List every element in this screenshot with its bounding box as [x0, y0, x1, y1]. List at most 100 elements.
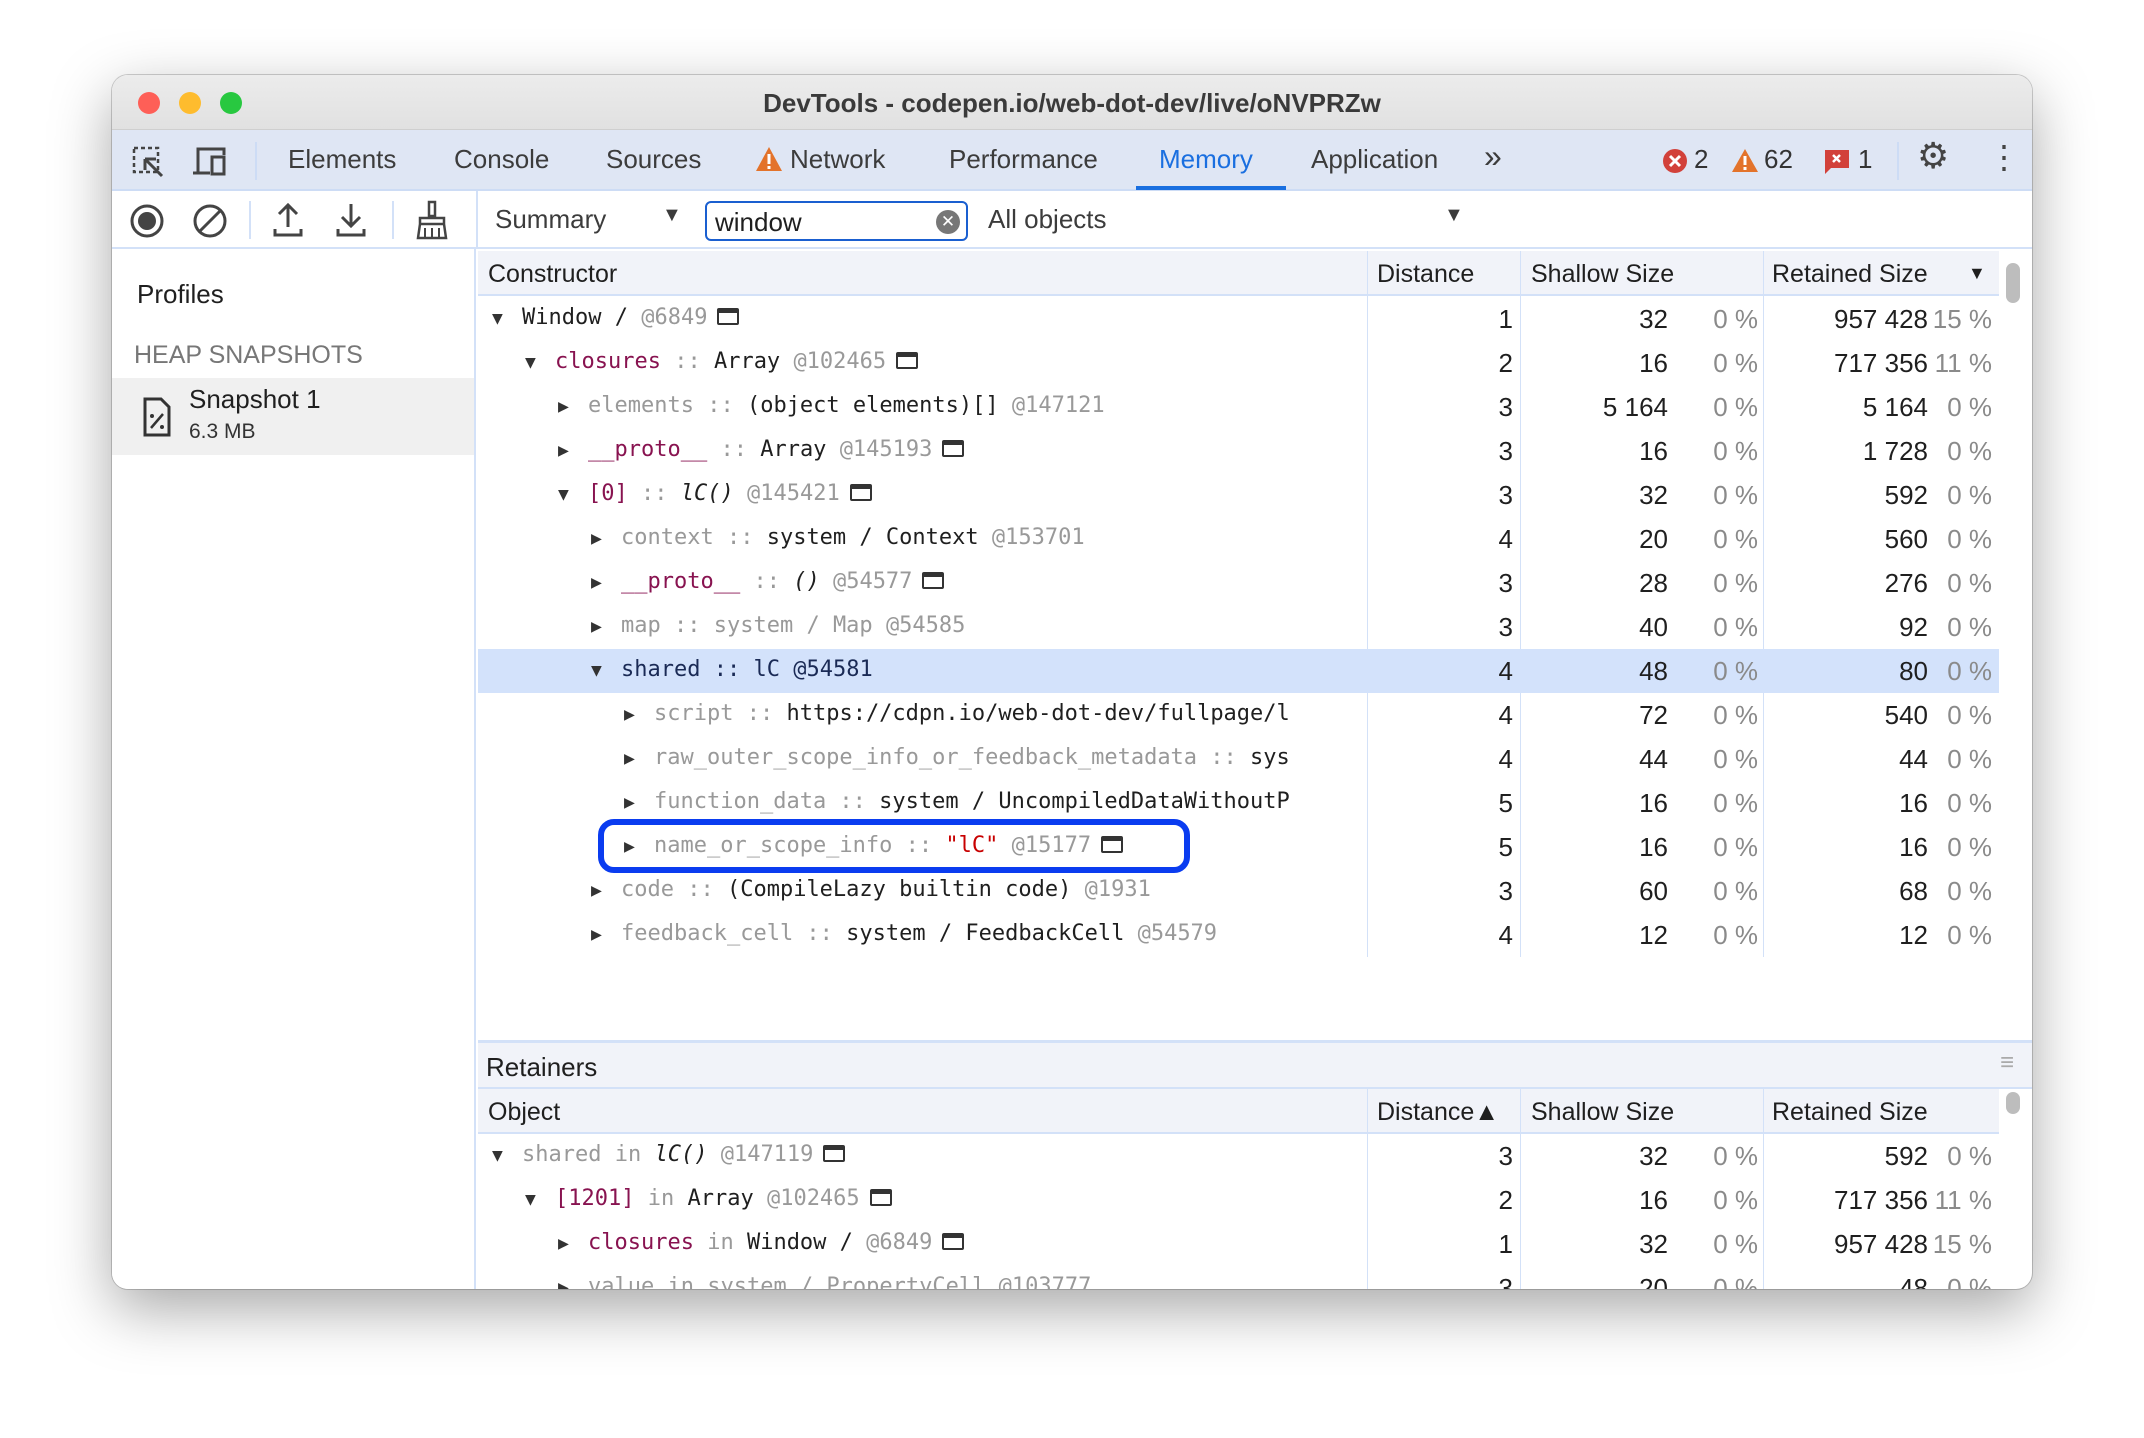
- close-window-button[interactable]: [138, 92, 160, 114]
- tab-performance[interactable]: Performance: [949, 144, 1098, 174]
- collapsed-triangle-icon[interactable]: ▶: [558, 440, 569, 461]
- reveal-in-panel-window-icon[interactable]: [942, 440, 965, 457]
- tree-row[interactable]: ▶ raw_outer_scope_info_or_feedback_metada…: [478, 737, 1999, 781]
- tree-row[interactable]: ▶ __proto__ :: () @54577 3 28 0 % 276 0 %: [478, 561, 1999, 605]
- tree-row[interactable]: ▼ closures :: Array @102465 2 16 0 % 717 356 1…: [478, 341, 1999, 385]
- settings-gear-icon[interactable]: ⚙: [1917, 135, 1950, 176]
- more-tabs-button[interactable]: »: [1484, 138, 1502, 174]
- constructor-column-header[interactable]: Constructor: [488, 260, 618, 288]
- device-toolbar-icon[interactable]: [190, 145, 228, 177]
- expanded-triangle-icon[interactable]: ▼: [492, 1145, 503, 1166]
- collapsed-triangle-icon[interactable]: ▶: [558, 1277, 569, 1289]
- tab-memory[interactable]: Memory: [1159, 144, 1253, 174]
- view-select[interactable]: Summary: [495, 204, 607, 234]
- collapsed-triangle-icon[interactable]: ▶: [591, 528, 602, 549]
- collapsed-triangle-icon[interactable]: ▶: [591, 880, 602, 901]
- separator: ::: [892, 833, 946, 858]
- reveal-in-panel-window-icon[interactable]: [896, 352, 919, 369]
- reveal-in-panel-window-icon[interactable]: [942, 1233, 965, 1250]
- reveal-in-panel-window-icon[interactable]: [823, 1145, 846, 1162]
- tree-row[interactable]: ▶ function_data :: system / UncompiledDat…: [478, 781, 1999, 825]
- tree-row[interactable]: ▶ value in system / PropertyCell @103777 3…: [478, 1266, 1999, 1289]
- collapsed-triangle-icon[interactable]: ▶: [558, 396, 569, 417]
- expanded-triangle-icon[interactable]: ▼: [492, 308, 503, 329]
- property-name: Window /: [522, 305, 642, 330]
- tree-row[interactable]: ▶ code :: (CompileLazy builtin code) @193…: [478, 869, 1999, 913]
- tree-row[interactable]: ▶ __proto__ :: Array @145193 3 16 0 % 1 728 0 …: [478, 429, 1999, 473]
- minimize-window-button[interactable]: [179, 92, 201, 114]
- class-filter-search-input[interactable]: window ✕: [705, 201, 968, 241]
- inspect-element-icon[interactable]: [132, 146, 166, 178]
- collapsed-triangle-icon[interactable]: ▶: [624, 748, 635, 769]
- collapsed-triangle-icon[interactable]: ▶: [624, 792, 635, 813]
- retained-size-column-header[interactable]: Retained Size: [1772, 260, 1928, 288]
- shallow-size-column-header[interactable]: Shallow Size: [1531, 260, 1675, 288]
- collapsed-triangle-icon[interactable]: ▶: [624, 704, 635, 725]
- take-heap-snapshot-record-icon[interactable]: [129, 203, 165, 239]
- error-count[interactable]: 2: [1694, 144, 1709, 174]
- reveal-in-panel-window-icon[interactable]: [922, 572, 945, 589]
- warning-count[interactable]: 62: [1764, 144, 1793, 174]
- zoom-window-button[interactable]: [220, 92, 242, 114]
- tree-row[interactable]: ▶ context :: system / Context @153701 4 20 0…: [478, 517, 1999, 561]
- distance-value: 4: [1498, 700, 1513, 730]
- collapsed-triangle-icon[interactable]: ▶: [591, 616, 602, 637]
- tree-row[interactable]: ▼ [0] :: lC() @145421 3 32 0 % 592 0 %: [478, 473, 1999, 517]
- tree-row[interactable]: ▼ shared in lC() @147119 3 32 0 % 592 0 %: [478, 1134, 1999, 1178]
- view-select-chevron-down-icon[interactable]: ▼: [662, 204, 682, 226]
- expanded-triangle-icon[interactable]: ▼: [558, 484, 569, 505]
- collapsed-triangle-icon[interactable]: ▶: [591, 924, 602, 945]
- tree-row[interactable]: ▼ shared :: lC @54581 4 48 0 % 80 0 %: [478, 649, 1999, 693]
- collect-garbage-broom-icon[interactable]: [415, 200, 449, 240]
- issues-count[interactable]: 1: [1858, 144, 1873, 174]
- tab-network[interactable]: Network: [790, 144, 886, 174]
- tree-row[interactable]: ▶ map :: system / Map @54585 3 40 0 % 92 0 %: [478, 605, 1999, 649]
- tab-elements[interactable]: Elements: [288, 144, 397, 174]
- reveal-in-panel-window-icon[interactable]: [1101, 836, 1124, 853]
- reveal-in-panel-window-icon[interactable]: [849, 484, 872, 501]
- tree-row[interactable]: ▶ script :: https://cdpn.io/web-dot-dev/f…: [478, 693, 1999, 737]
- tab-sources[interactable]: Sources: [606, 144, 702, 174]
- tree-row[interactable]: ▼ Window / @6849 1 32 0 % 957 428 15 %: [478, 297, 1999, 341]
- load-profile-upload-icon[interactable]: [272, 201, 304, 239]
- reveal-in-panel-window-icon[interactable]: [869, 1189, 892, 1206]
- tree-cell: ▶ function_data :: system / UncompiledDat…: [478, 789, 1364, 814]
- expanded-triangle-icon[interactable]: ▼: [591, 660, 602, 681]
- snapshot-list-item[interactable]: Snapshot 1 6.3 MB: [112, 378, 474, 455]
- save-profile-download-icon[interactable]: [335, 201, 367, 239]
- search-value[interactable]: window: [715, 207, 802, 237]
- distance-column-header[interactable]: Distance: [1377, 260, 1475, 288]
- expanded-triangle-icon[interactable]: ▼: [525, 1189, 536, 1210]
- reveal-in-panel-window-icon[interactable]: [717, 308, 740, 325]
- error-icon[interactable]: [1662, 148, 1688, 174]
- tree-row[interactable]: ▶ closures in Window / @6849 1 32 0 % 957 428…: [478, 1222, 1999, 1266]
- clear-search-icon[interactable]: ✕: [936, 210, 960, 234]
- warning-icon[interactable]: [1731, 148, 1759, 173]
- retainers-scrollbar[interactable]: [2006, 1092, 2020, 1114]
- heap-grid-scrollbar[interactable]: [2006, 263, 2020, 303]
- collapsed-triangle-icon[interactable]: ▶: [624, 836, 635, 857]
- tree-row[interactable]: ▶ elements :: (object elements)[] @147121…: [478, 385, 1999, 429]
- tree-row[interactable]: ▶ feedback_cell :: system / FeedbackCell …: [478, 913, 1999, 957]
- tree-row[interactable]: ▼ [1201] in Array @102465 2 16 0 % 717 356 11 …: [478, 1178, 1999, 1222]
- type-name: https://cdpn.io/web-dot-dev/fullpage/l: [786, 701, 1290, 726]
- retainers-retained-size-column-header[interactable]: Retained Size: [1772, 1098, 1928, 1126]
- tab-console[interactable]: Console: [454, 144, 550, 174]
- expanded-triangle-icon[interactable]: ▼: [525, 352, 536, 373]
- tab-application[interactable]: Application: [1311, 144, 1439, 174]
- pane-resize-handle-icon[interactable]: ≡: [2000, 1049, 2015, 1076]
- issues-icon[interactable]: [1824, 149, 1850, 175]
- retainers-distance-column-header[interactable]: Distance▲: [1377, 1098, 1500, 1126]
- clear-profiles-icon[interactable]: [192, 203, 228, 239]
- object-column-header[interactable]: Object: [488, 1098, 561, 1126]
- retainers-shallow-size-column-header[interactable]: Shallow Size: [1531, 1098, 1675, 1126]
- objects-filter-chevron-down-icon[interactable]: ▼: [1444, 204, 1464, 226]
- sort-descending-icon[interactable]: ▼: [1968, 263, 1986, 283]
- collapsed-triangle-icon[interactable]: ▶: [558, 1233, 569, 1254]
- tree-row[interactable]: ▶ name_or_scope_info :: "lC" @15177 5 16 0 %…: [478, 819, 1999, 873]
- retained-size-value: 540: [1884, 700, 1928, 730]
- more-options-kebab-icon[interactable]: ⋮: [1988, 139, 2020, 175]
- tree-cell: ▶ __proto__ :: () @54577: [478, 569, 1364, 594]
- collapsed-triangle-icon[interactable]: ▶: [591, 572, 602, 593]
- objects-filter-select[interactable]: All objects: [988, 204, 1107, 234]
